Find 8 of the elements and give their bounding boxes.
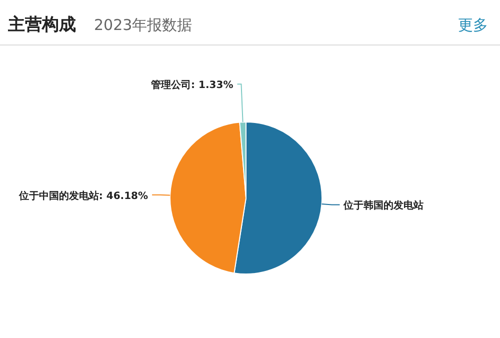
data-label: : 46.18% [98,190,148,202]
text: 更多 [458,16,488,34]
chart-title: 主营构成 [7,15,76,35]
data-label: : 1.33% [191,80,234,92]
slice-label: 位于韩国的发电站 [342,200,424,212]
slice-label: 管理公司 [150,79,192,92]
slice-label: 位于中国的发电站 [18,190,99,202]
chart-subtitle: 2023年报数据 [94,16,192,34]
